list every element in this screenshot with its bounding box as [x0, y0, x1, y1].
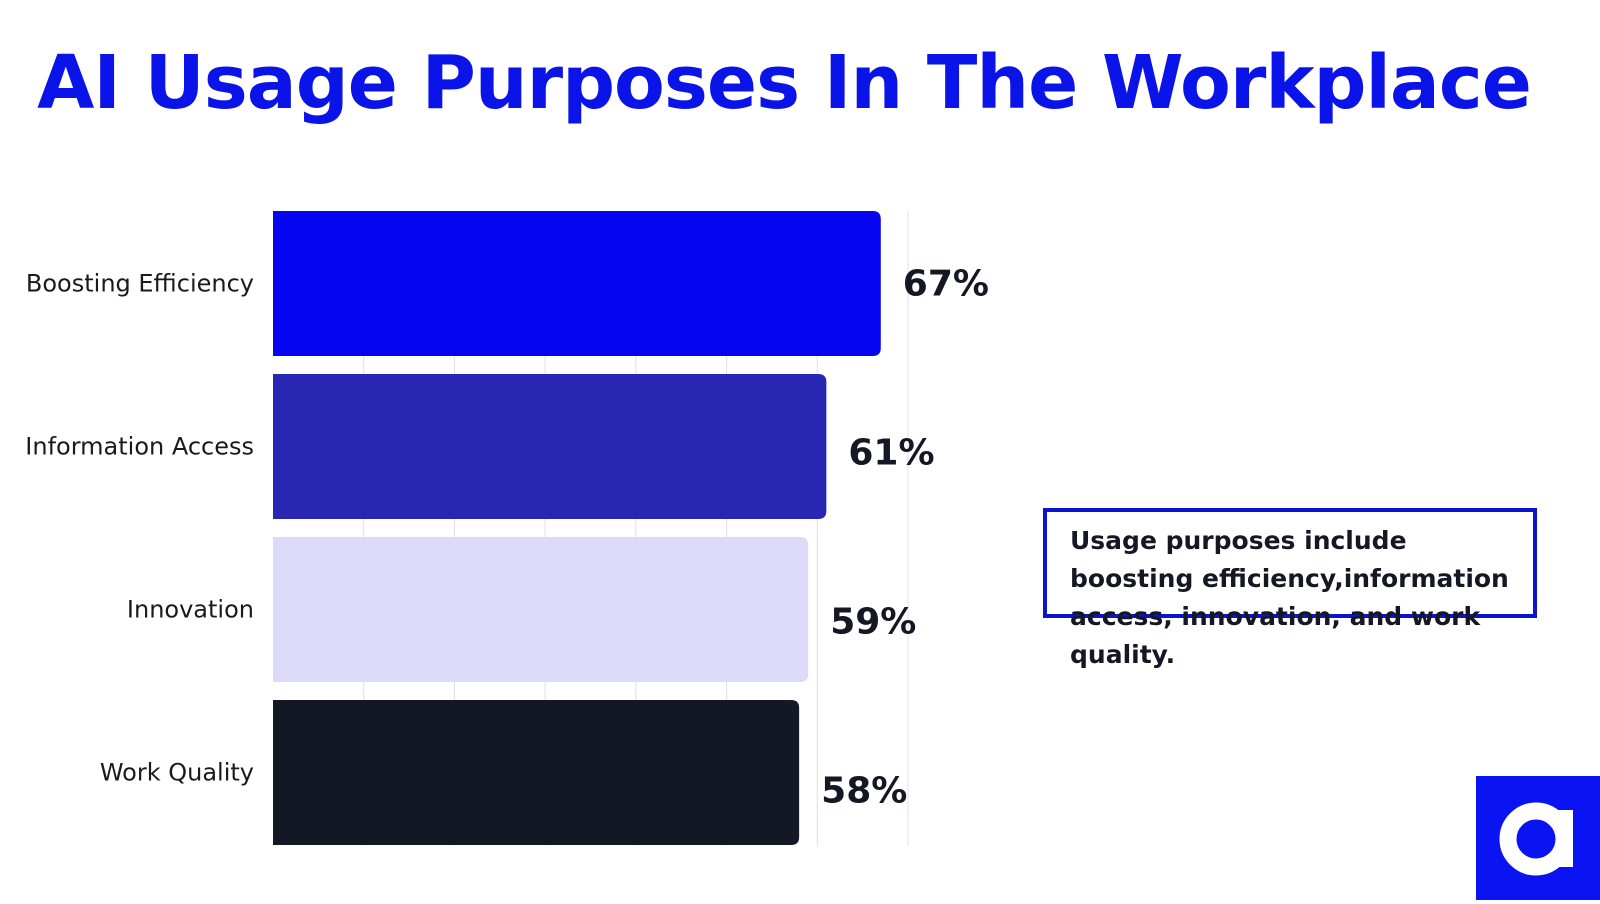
bar — [273, 374, 827, 519]
value-label: 67% — [903, 264, 989, 305]
chart-bars — [273, 211, 881, 845]
value-labels: 67% 61% 59% 58% — [821, 264, 989, 812]
bar — [273, 537, 809, 682]
bar-chart: Boosting Efficiency Information Access Inn… — [25, 211, 989, 846]
bar — [273, 700, 800, 845]
brand-logo — [1476, 776, 1600, 900]
letter-a-logo-icon — [1499, 802, 1573, 876]
value-label: 61% — [848, 433, 934, 474]
category-label: Information Access — [25, 433, 254, 461]
page-title: AI Usage Purposes In The Workplace — [37, 40, 1532, 126]
summary-callout: Usage purposes include boosting efficien… — [1043, 508, 1537, 669]
category-label: Boosting Efficiency — [26, 270, 254, 298]
bar — [273, 211, 881, 356]
category-label: Innovation — [127, 596, 254, 624]
category-labels: Boosting Efficiency Information Access Inn… — [25, 270, 254, 787]
category-label: Work Quality — [100, 759, 254, 787]
value-label: 59% — [830, 602, 916, 643]
value-label: 58% — [821, 771, 907, 812]
